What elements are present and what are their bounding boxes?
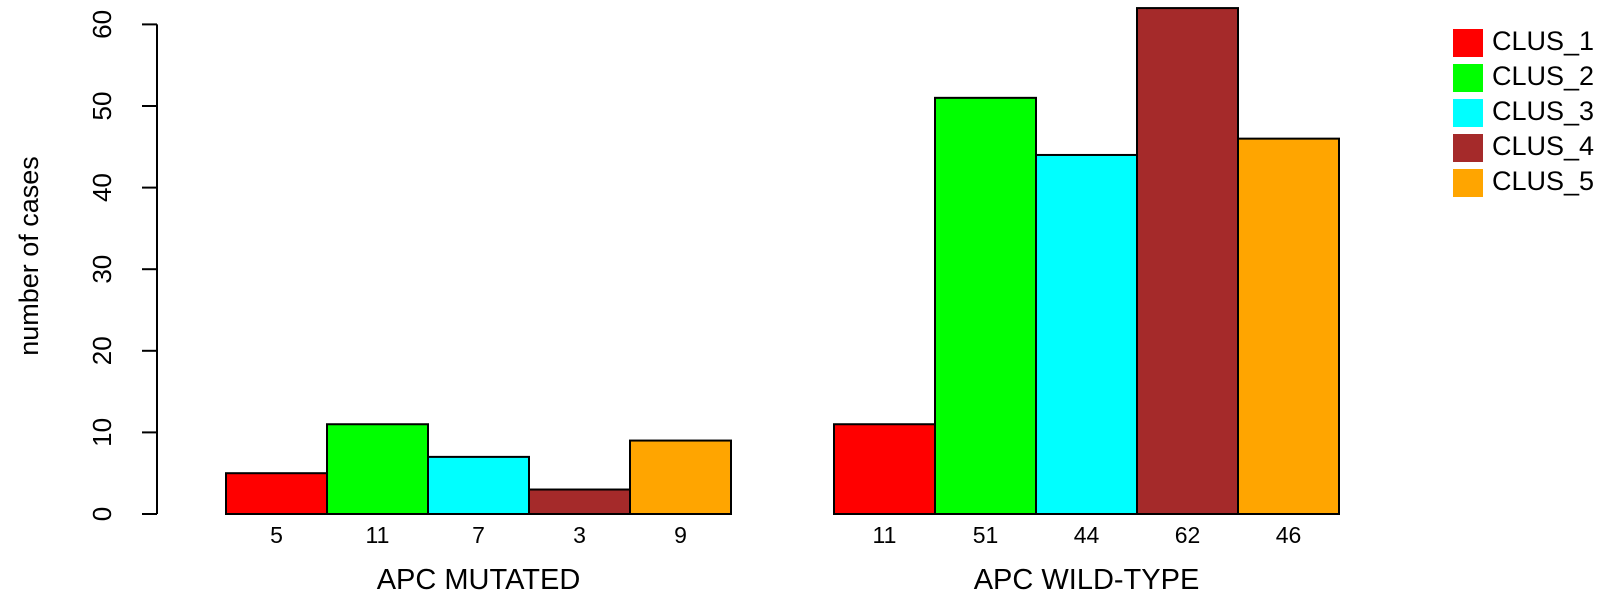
bar-value-label: 11 [873, 522, 897, 548]
legend: CLUS_1 CLUS_2 CLUS_3 CLUS_4 CLUS_5 [1453, 26, 1594, 197]
bar-value-label: 3 [573, 522, 586, 548]
legend-swatch [1453, 134, 1483, 162]
legend-swatch [1453, 64, 1483, 92]
y-tick-label: 50 [87, 92, 117, 121]
legend-swatch [1453, 169, 1483, 197]
legend-swatch [1453, 99, 1483, 127]
y-tick-label: 40 [87, 173, 117, 202]
bar-value-label: 46 [1276, 522, 1302, 548]
bar-value-label: 51 [973, 522, 999, 548]
group-label: APC WILD-TYPE [974, 564, 1200, 596]
legend-label: CLUS_5 [1492, 166, 1594, 196]
legend-label: CLUS_1 [1492, 26, 1594, 56]
y-tick-label: 60 [87, 10, 117, 39]
legend-label: CLUS_4 [1492, 131, 1594, 161]
legend-label: CLUS_3 [1492, 96, 1594, 126]
legend-label: CLUS_2 [1492, 61, 1594, 91]
y-tick-label: 0 [87, 507, 117, 521]
bar-value-label: 11 [366, 522, 390, 548]
bar-clus-1 [833, 423, 936, 515]
y-tick-label: 10 [87, 418, 117, 447]
bar-value-label: 44 [1074, 522, 1100, 548]
bar-clus-3 [427, 455, 530, 516]
legend-swatch [1453, 29, 1483, 57]
bar-clus-4 [528, 488, 631, 515]
bar-value-label: 7 [472, 522, 485, 548]
bar-clus-2 [326, 423, 429, 515]
bar-clus-1 [225, 472, 328, 516]
bar-clus-4 [1136, 7, 1239, 516]
group-label: APC MUTATED [377, 564, 581, 596]
bars [225, 7, 1340, 516]
bar-value-label: 5 [270, 522, 283, 548]
value-labels: 5 11 7 3 9 11 51 44 62 46 [270, 522, 1301, 548]
y-tick-label: 20 [87, 336, 117, 365]
y-axis-label: number of cases [14, 156, 44, 356]
bar-value-label: 62 [1175, 522, 1201, 548]
group-labels: APC MUTATED APC WILD-TYPE [377, 564, 1200, 596]
bar-clus-5 [629, 439, 732, 515]
bar-value-label: 9 [674, 522, 687, 548]
bar-clus-3 [1035, 153, 1138, 516]
bar-clus-5 [1237, 137, 1340, 515]
bar-clus-2 [934, 96, 1037, 515]
y-axis: 0 10 20 30 40 50 60 [87, 10, 158, 521]
y-tick-label: 30 [87, 255, 117, 284]
